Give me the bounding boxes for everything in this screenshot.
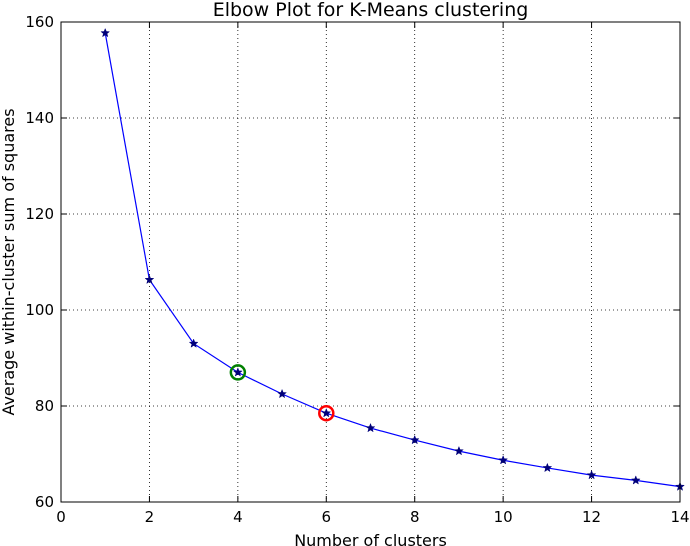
series-line	[104, 32, 681, 488]
x-tick-label: 14	[670, 508, 689, 526]
data-point-marker	[498, 455, 509, 465]
data-point-marker	[232, 367, 243, 377]
x-tick-label: 4	[233, 508, 243, 526]
y-tick-label: 140	[25, 109, 54, 127]
x-tick-label: 10	[494, 508, 513, 526]
y-axis-title: Average within-cluster sum of squares	[0, 108, 18, 415]
data-point-marker	[321, 407, 332, 418]
highlight-circle	[229, 364, 247, 381]
x-tick-label: 6	[322, 508, 332, 526]
y-tick-label: 80	[35, 397, 54, 415]
data-point-marker	[144, 274, 155, 284]
x-tick-label: 8	[410, 508, 420, 526]
data-point-marker	[100, 27, 111, 38]
x-axis-title: Number of clusters	[294, 531, 447, 546]
data-point-marker	[586, 469, 597, 480]
data-point-marker	[542, 462, 553, 473]
data-point-marker	[277, 388, 288, 399]
data-point-marker	[188, 338, 199, 348]
y-tick-label: 160	[25, 13, 54, 31]
grid-lines	[61, 22, 680, 502]
highlight-circle	[318, 404, 335, 422]
data-point-marker	[409, 434, 420, 445]
data-point-marker	[365, 422, 376, 433]
y-tick-label: 120	[25, 205, 54, 223]
x-tick-label: 12	[582, 508, 601, 526]
x-tick-label: 2	[145, 508, 155, 526]
tick-layer: 0 2 4 6 8 10 12 14 60 80 100 120 140 160	[25, 13, 689, 526]
plot-frame	[60, 21, 681, 503]
chart-title: Elbow Plot for K-Means clustering	[213, 0, 529, 21]
series-layer	[100, 27, 685, 491]
x-tick-label: 0	[56, 508, 66, 526]
y-tick-label: 100	[25, 301, 54, 319]
highlight-layer	[229, 364, 335, 422]
y-tick-label: 60	[35, 493, 54, 511]
data-point-marker	[630, 475, 641, 485]
data-point-marker	[453, 445, 464, 456]
